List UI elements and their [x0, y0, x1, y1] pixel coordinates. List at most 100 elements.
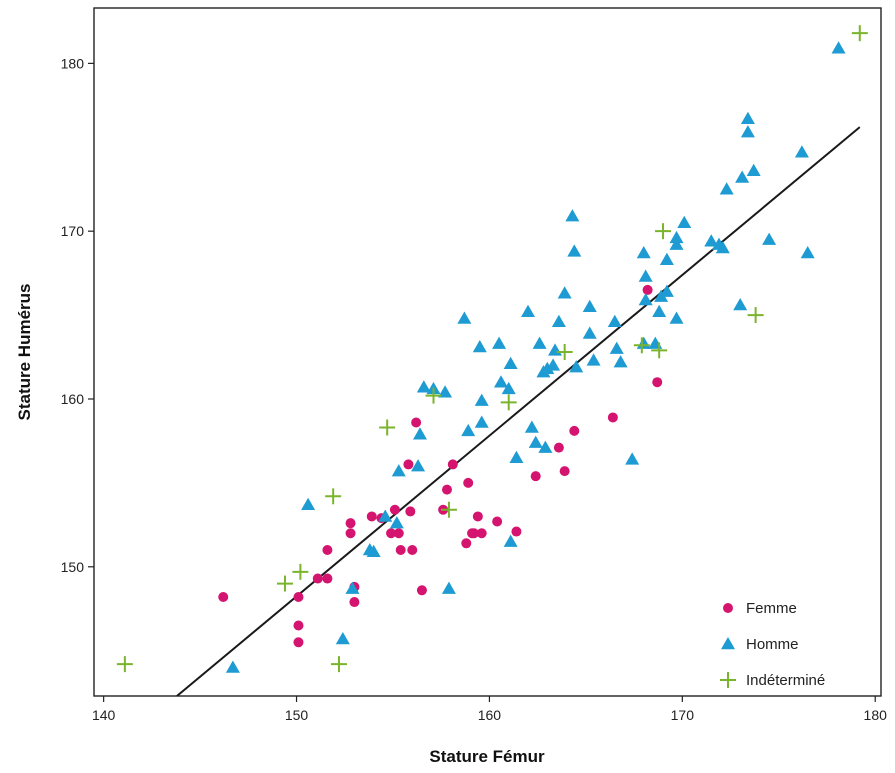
x-tick-label: 140 — [92, 707, 116, 723]
indetermine-point — [655, 223, 672, 240]
homme-point — [638, 269, 653, 282]
femme-point — [218, 591, 229, 602]
femme-point — [293, 637, 304, 648]
homme-point — [638, 292, 653, 306]
homme-point — [457, 311, 472, 324]
homme-point — [551, 314, 566, 328]
indetermine-point — [330, 656, 347, 673]
x-axis-title: Stature Fémur — [429, 747, 545, 766]
indetermine-point — [325, 488, 342, 505]
homme-point — [582, 326, 597, 339]
indetermine-point — [425, 387, 442, 404]
homme-point — [607, 314, 622, 328]
indetermine-point — [747, 307, 764, 324]
homme-point — [389, 516, 404, 529]
femme-point — [393, 528, 404, 539]
femme-point — [441, 484, 452, 495]
x-tick-label: 160 — [478, 707, 502, 723]
homme-point — [557, 286, 572, 299]
femme-point — [407, 545, 418, 556]
femme-point — [416, 585, 427, 596]
homme-point — [609, 341, 624, 354]
indetermine-point — [276, 575, 293, 592]
indetermine-point — [651, 342, 668, 359]
y-axis: 150 160 170 180 — [61, 55, 94, 575]
homme-point — [438, 385, 453, 398]
homme-point — [794, 145, 809, 158]
homme-point — [625, 452, 640, 465]
homme-point — [501, 381, 516, 395]
indetermine-point — [292, 563, 309, 580]
homme-point — [677, 215, 692, 229]
homme-point — [412, 427, 427, 440]
points-layer — [116, 25, 868, 673]
femme-point — [322, 545, 333, 556]
femme-point — [345, 528, 356, 539]
indetermine-point — [379, 419, 396, 436]
femme-point — [472, 511, 483, 522]
legend: Femme Homme Indéterminé — [720, 600, 825, 689]
homme-point — [546, 358, 561, 371]
femme-point — [395, 545, 406, 556]
homme-point — [659, 252, 674, 265]
femme-point — [492, 516, 503, 527]
homme-point — [715, 240, 730, 254]
y-tick-label: 160 — [61, 391, 85, 407]
homme-point — [636, 245, 651, 259]
homme-point — [733, 298, 748, 311]
homme-point — [652, 304, 667, 317]
indetermine-point — [440, 501, 457, 518]
homme-point — [492, 336, 507, 349]
homme-point — [538, 440, 553, 453]
homme-point — [532, 336, 547, 349]
homme-point — [659, 284, 674, 297]
homme-point — [301, 497, 316, 510]
homme-point — [411, 459, 426, 472]
homme-point — [472, 339, 487, 353]
femme-point — [312, 573, 323, 584]
legend-label: Indéterminé — [746, 672, 825, 689]
femme-point — [386, 528, 397, 539]
homme-point — [800, 245, 815, 259]
homme-point — [669, 311, 684, 324]
legend-label: Homme — [746, 636, 799, 653]
femme-point — [389, 504, 400, 515]
femme-point — [559, 466, 570, 477]
femme-point — [293, 591, 304, 602]
legend-label: Femme — [746, 600, 797, 617]
femme-point — [468, 528, 479, 539]
homme-point — [567, 244, 582, 257]
homme-point — [540, 361, 555, 375]
homme-point — [831, 41, 846, 54]
femme-point — [411, 417, 422, 428]
homme-point — [528, 435, 543, 448]
y-tick-label: 180 — [61, 55, 85, 71]
homme-point — [524, 420, 539, 433]
homme-point — [669, 230, 684, 244]
legend-marker — [721, 637, 735, 650]
femme-point — [511, 526, 522, 537]
femme-point — [322, 573, 333, 584]
x-tick-label: 180 — [864, 707, 888, 723]
femme-point — [349, 597, 360, 608]
homme-point — [503, 534, 518, 547]
homme-point — [704, 234, 719, 247]
y-axis-title: Stature Humérus — [15, 284, 34, 421]
femme-point — [652, 377, 663, 388]
homme-point — [569, 360, 584, 373]
homme-point — [613, 355, 628, 368]
femme-point — [461, 538, 472, 549]
femme-point — [366, 511, 377, 522]
femme-point — [530, 471, 541, 482]
homme-point — [719, 182, 734, 195]
homme-point — [565, 209, 580, 222]
homme-point — [494, 375, 509, 388]
homme-point — [740, 125, 755, 138]
plot-frame — [93, 7, 882, 697]
x-tick-label: 150 — [285, 707, 309, 723]
homme-point — [669, 237, 684, 250]
homme-point — [441, 581, 456, 594]
femme-point — [463, 477, 474, 488]
homme-point — [474, 415, 489, 428]
